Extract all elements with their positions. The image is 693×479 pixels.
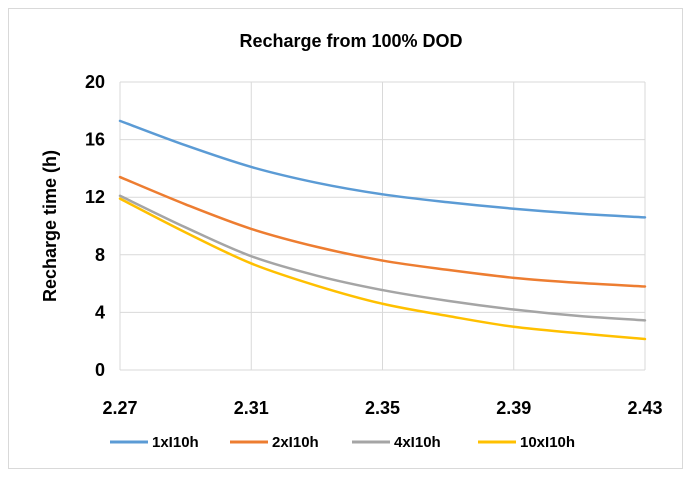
series-line-1xI10h xyxy=(118,119,647,219)
y-tick-label: 8 xyxy=(95,245,105,265)
legend-label: 1xI10h xyxy=(152,434,199,451)
series-line-2xI10h xyxy=(118,175,647,288)
legend-label: 4xI10h xyxy=(394,434,441,451)
y-tick-label: 4 xyxy=(95,302,105,322)
legend-item: 10xI10h xyxy=(478,434,575,451)
legend-label: 10xI10h xyxy=(520,434,575,451)
legend: 1xI10h 2xI10h 4xI10h 10xI10h xyxy=(110,434,575,451)
series-lines xyxy=(118,119,647,341)
legend-item: 1xI10h xyxy=(110,434,199,451)
x-axis-ticks: 2.27 2.31 2.35 2.39 2.43 xyxy=(102,398,662,418)
x-tick-label: 2.43 xyxy=(627,398,662,418)
y-tick-label: 0 xyxy=(95,360,105,380)
series-line-4xI10h xyxy=(118,194,647,322)
y-axis-ticks: 0 4 8 12 16 20 xyxy=(85,72,105,380)
x-tick-label: 2.27 xyxy=(102,398,137,418)
legend-item: 4xI10h xyxy=(352,434,441,451)
y-axis-label: Recharge time (h) xyxy=(40,150,60,302)
chart-title: Recharge from 100% DOD xyxy=(239,31,462,51)
legend-label: 2xI10h xyxy=(272,434,319,451)
x-tick-label: 2.31 xyxy=(234,398,269,418)
y-tick-label: 12 xyxy=(85,187,105,207)
legend-item: 2xI10h xyxy=(230,434,319,451)
x-tick-label: 2.35 xyxy=(365,398,400,418)
y-tick-label: 16 xyxy=(85,130,105,150)
series-line-10xI10h xyxy=(118,197,647,341)
x-tick-label: 2.39 xyxy=(496,398,531,418)
y-tick-label: 20 xyxy=(85,72,105,92)
gridlines xyxy=(119,81,646,371)
